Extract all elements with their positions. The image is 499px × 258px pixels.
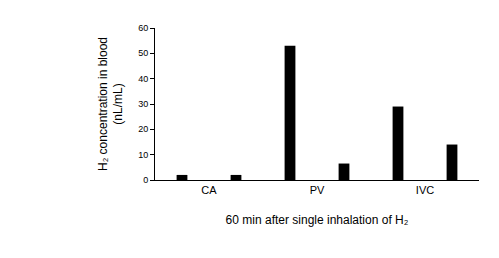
svg-text:H₂ concentration in blood(nL/m: H₂ concentration in blood(nL/mL)	[96, 37, 126, 171]
svg-text:50: 50	[138, 48, 148, 58]
svg-text:CA: CA	[201, 184, 217, 196]
svg-text:10: 10	[138, 150, 148, 160]
svg-text:PV: PV	[310, 184, 325, 196]
svg-text:60 min after single inhalation: 60 min after single inhalation of H₂	[226, 213, 409, 227]
svg-text:60: 60	[138, 23, 148, 33]
svg-text:30: 30	[138, 99, 148, 109]
svg-text:0: 0	[143, 175, 148, 185]
svg-text:20: 20	[138, 124, 148, 134]
svg-text:40: 40	[138, 74, 148, 84]
svg-text:IVC: IVC	[416, 184, 434, 196]
